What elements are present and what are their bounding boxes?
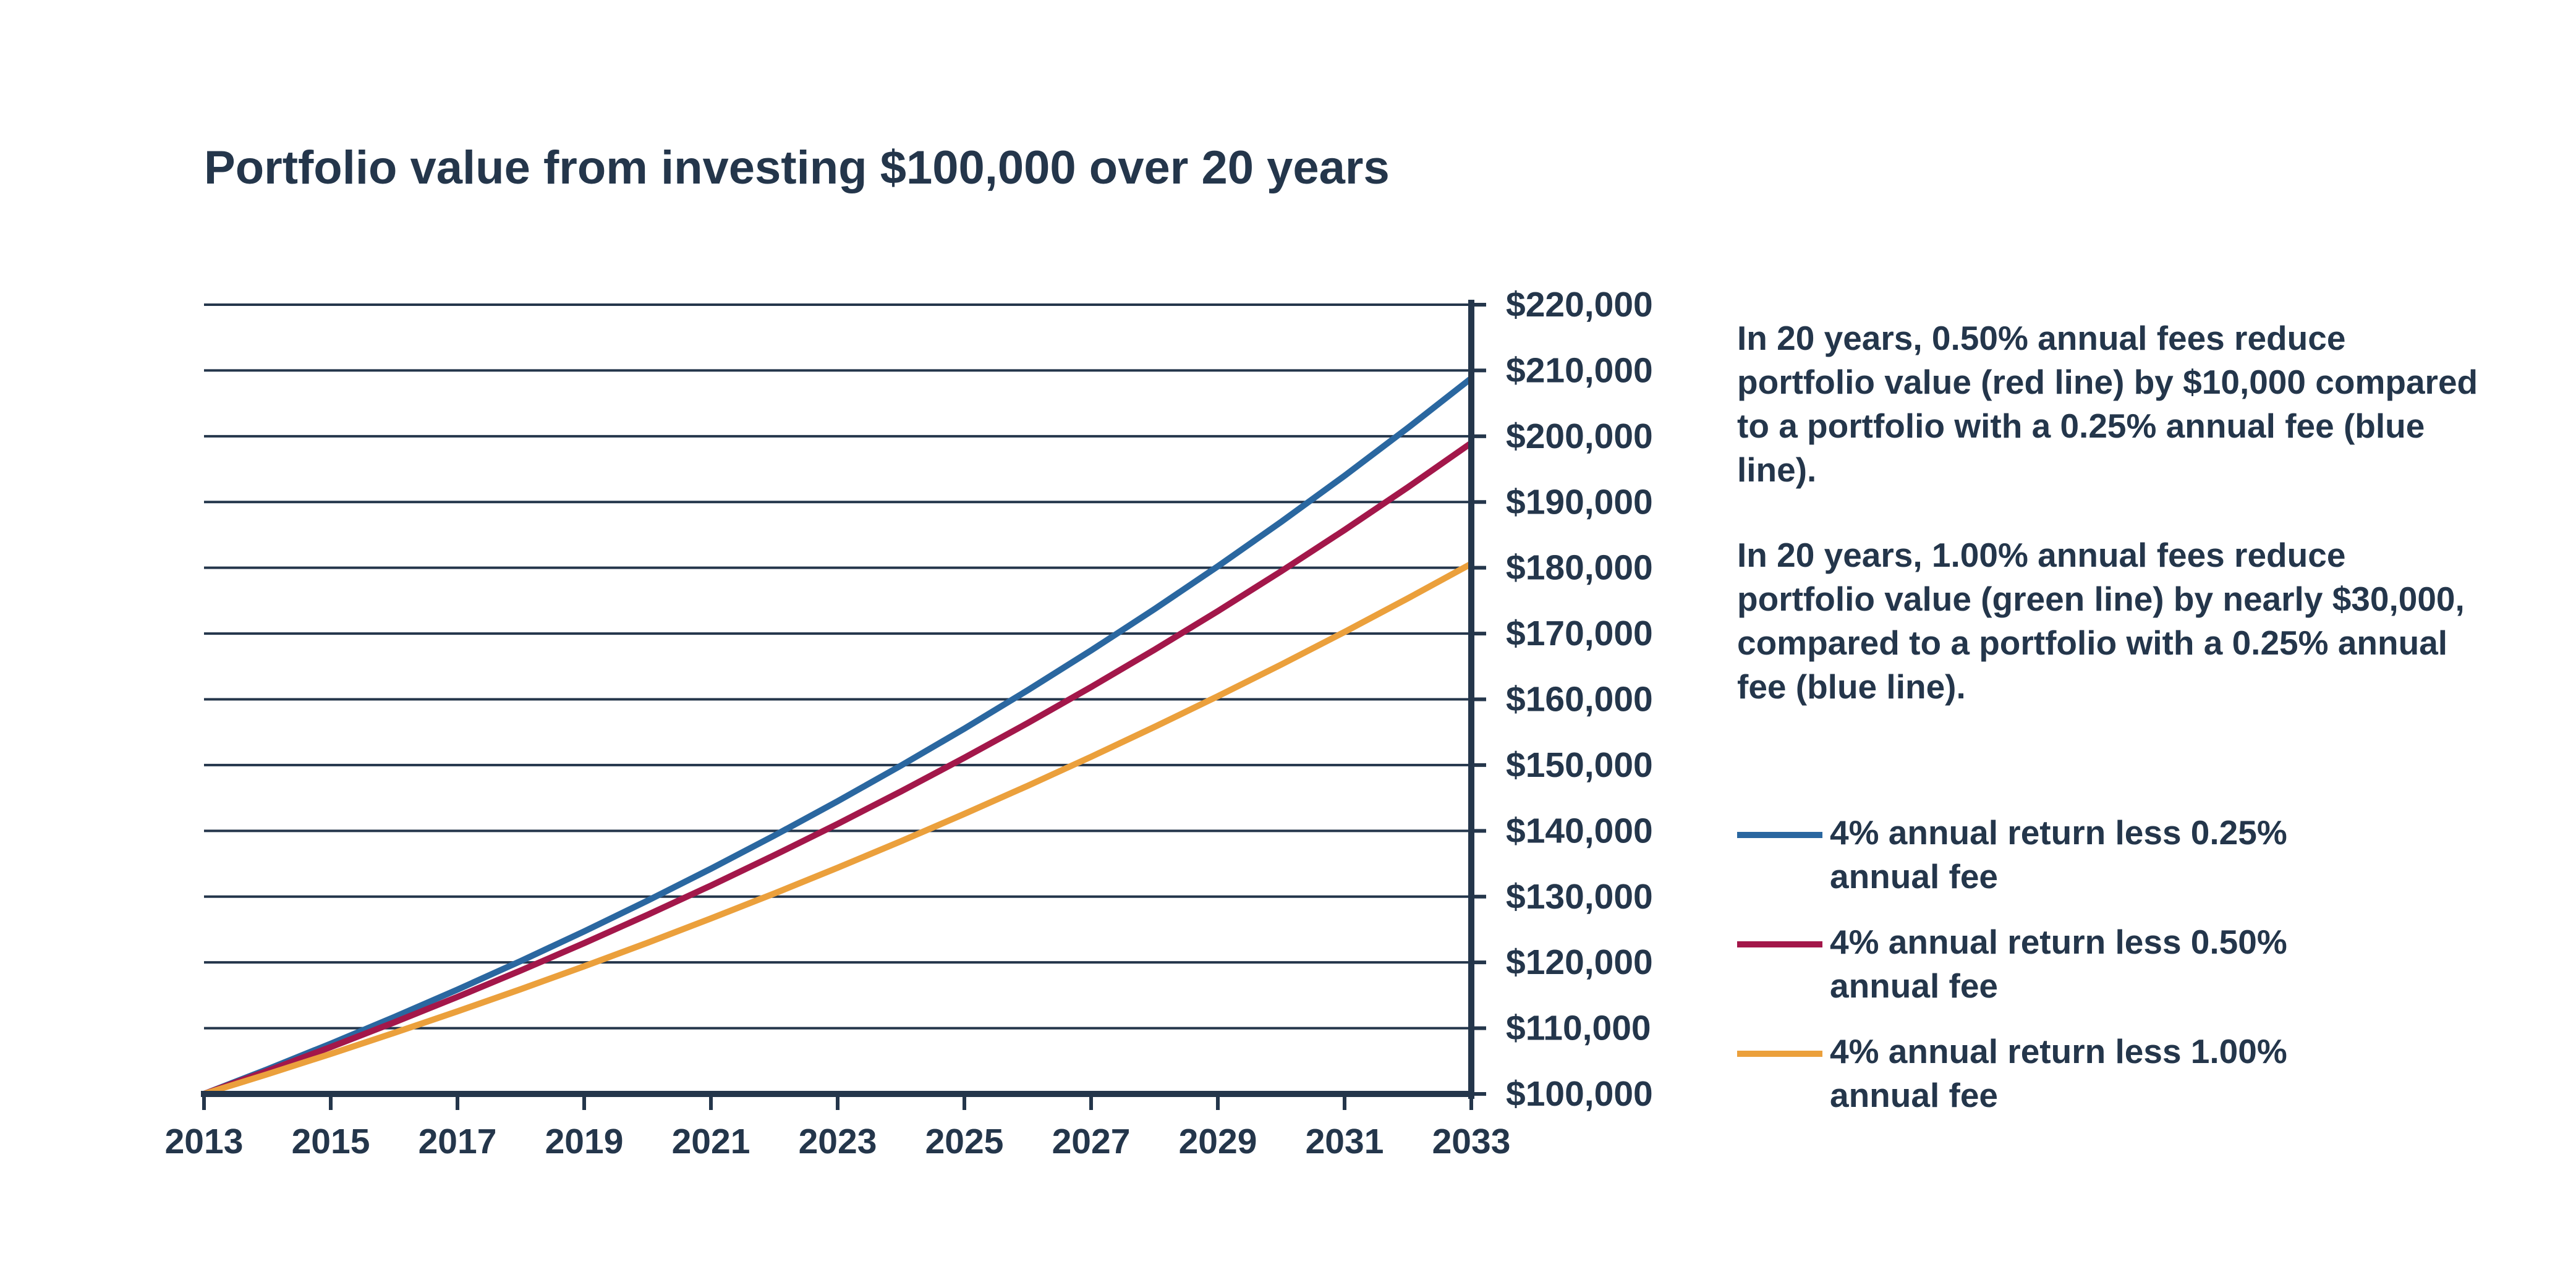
chart-title: Portfolio value from investing $100,000 … [204, 142, 1390, 194]
legend-item-fee-025: 4% annual return less 0.25% annual fee [1737, 808, 2479, 907]
x-tick-label: 2029 [1179, 1122, 1257, 1161]
y-tick-label: $160,000 [1506, 680, 1653, 719]
gridlines [204, 303, 1471, 1030]
x-tick-label: 2021 [672, 1122, 750, 1161]
y-axis-tick-labels: $100,000 $110,000 $120,000 $130,000 $140,000… [1506, 285, 1653, 1114]
y-tick-label: $120,000 [1506, 943, 1653, 982]
legend-label: 4% annual return less 0.50% annual fee [1830, 923, 2287, 1005]
series-line-1 [201, 375, 1474, 1097]
y-tick-label: $170,000 [1506, 614, 1653, 653]
x-tick-label: 2013 [165, 1122, 244, 1161]
x-tick-label: 2031 [1306, 1122, 1384, 1161]
y-tick-label: $210,000 [1506, 350, 1653, 390]
x-tick-label: 2027 [1052, 1122, 1131, 1161]
series-lines [201, 375, 1474, 1097]
legend-swatch-blue [1737, 832, 1822, 838]
x-tick-label: 2015 [292, 1122, 370, 1161]
legend-swatch-red [1737, 941, 1822, 947]
x-tick-label: 2019 [545, 1122, 624, 1161]
y-tick-label: $100,000 [1506, 1074, 1653, 1114]
legend-label: 4% annual return less 0.25% annual fee [1830, 813, 2287, 896]
x-tick-label: 2017 [419, 1122, 497, 1161]
x-axis-tick-labels: 2013 2015 2017 2019 2021 2023 2025 2027 2029 2031… [165, 1122, 1511, 1161]
y-tick-label: $180,000 [1506, 548, 1653, 588]
x-tick-label: 2025 [925, 1122, 1004, 1161]
y-tick-label: $130,000 [1506, 877, 1653, 917]
y-tick-label: $150,000 [1506, 745, 1653, 785]
y-tick-label: $140,000 [1506, 811, 1653, 850]
y-tick-label: $190,000 [1506, 482, 1653, 522]
y-tick-label: $200,000 [1506, 417, 1653, 456]
annotation-notes: In 20 years, 0.50% annual fees reduce po… [1737, 316, 2479, 750]
series-line-3 [201, 561, 1474, 1097]
x-tick-label: 2023 [799, 1122, 877, 1161]
y-tick-label: $220,000 [1506, 285, 1653, 324]
legend-item-fee-100: 4% annual return less 1.00% annual fee [1737, 1027, 2479, 1126]
y-tick-label: $110,000 [1506, 1009, 1651, 1048]
annotation-note-1: In 20 years, 0.50% annual fees reduce po… [1737, 319, 2478, 489]
axes [201, 300, 1486, 1110]
legend: 4% annual return less 0.25% annual fee 4… [1737, 808, 2479, 1137]
series-line-2 [201, 439, 1474, 1097]
legend-swatch-orange [1737, 1051, 1822, 1057]
x-tick-label: 2033 [1432, 1122, 1511, 1161]
annotation-note-2: In 20 years, 1.00% annual fees reduce po… [1737, 536, 2465, 706]
legend-item-fee-050: 4% annual return less 0.50% annual fee [1737, 918, 2479, 1017]
legend-label: 4% annual return less 1.00% annual fee [1830, 1032, 2287, 1114]
